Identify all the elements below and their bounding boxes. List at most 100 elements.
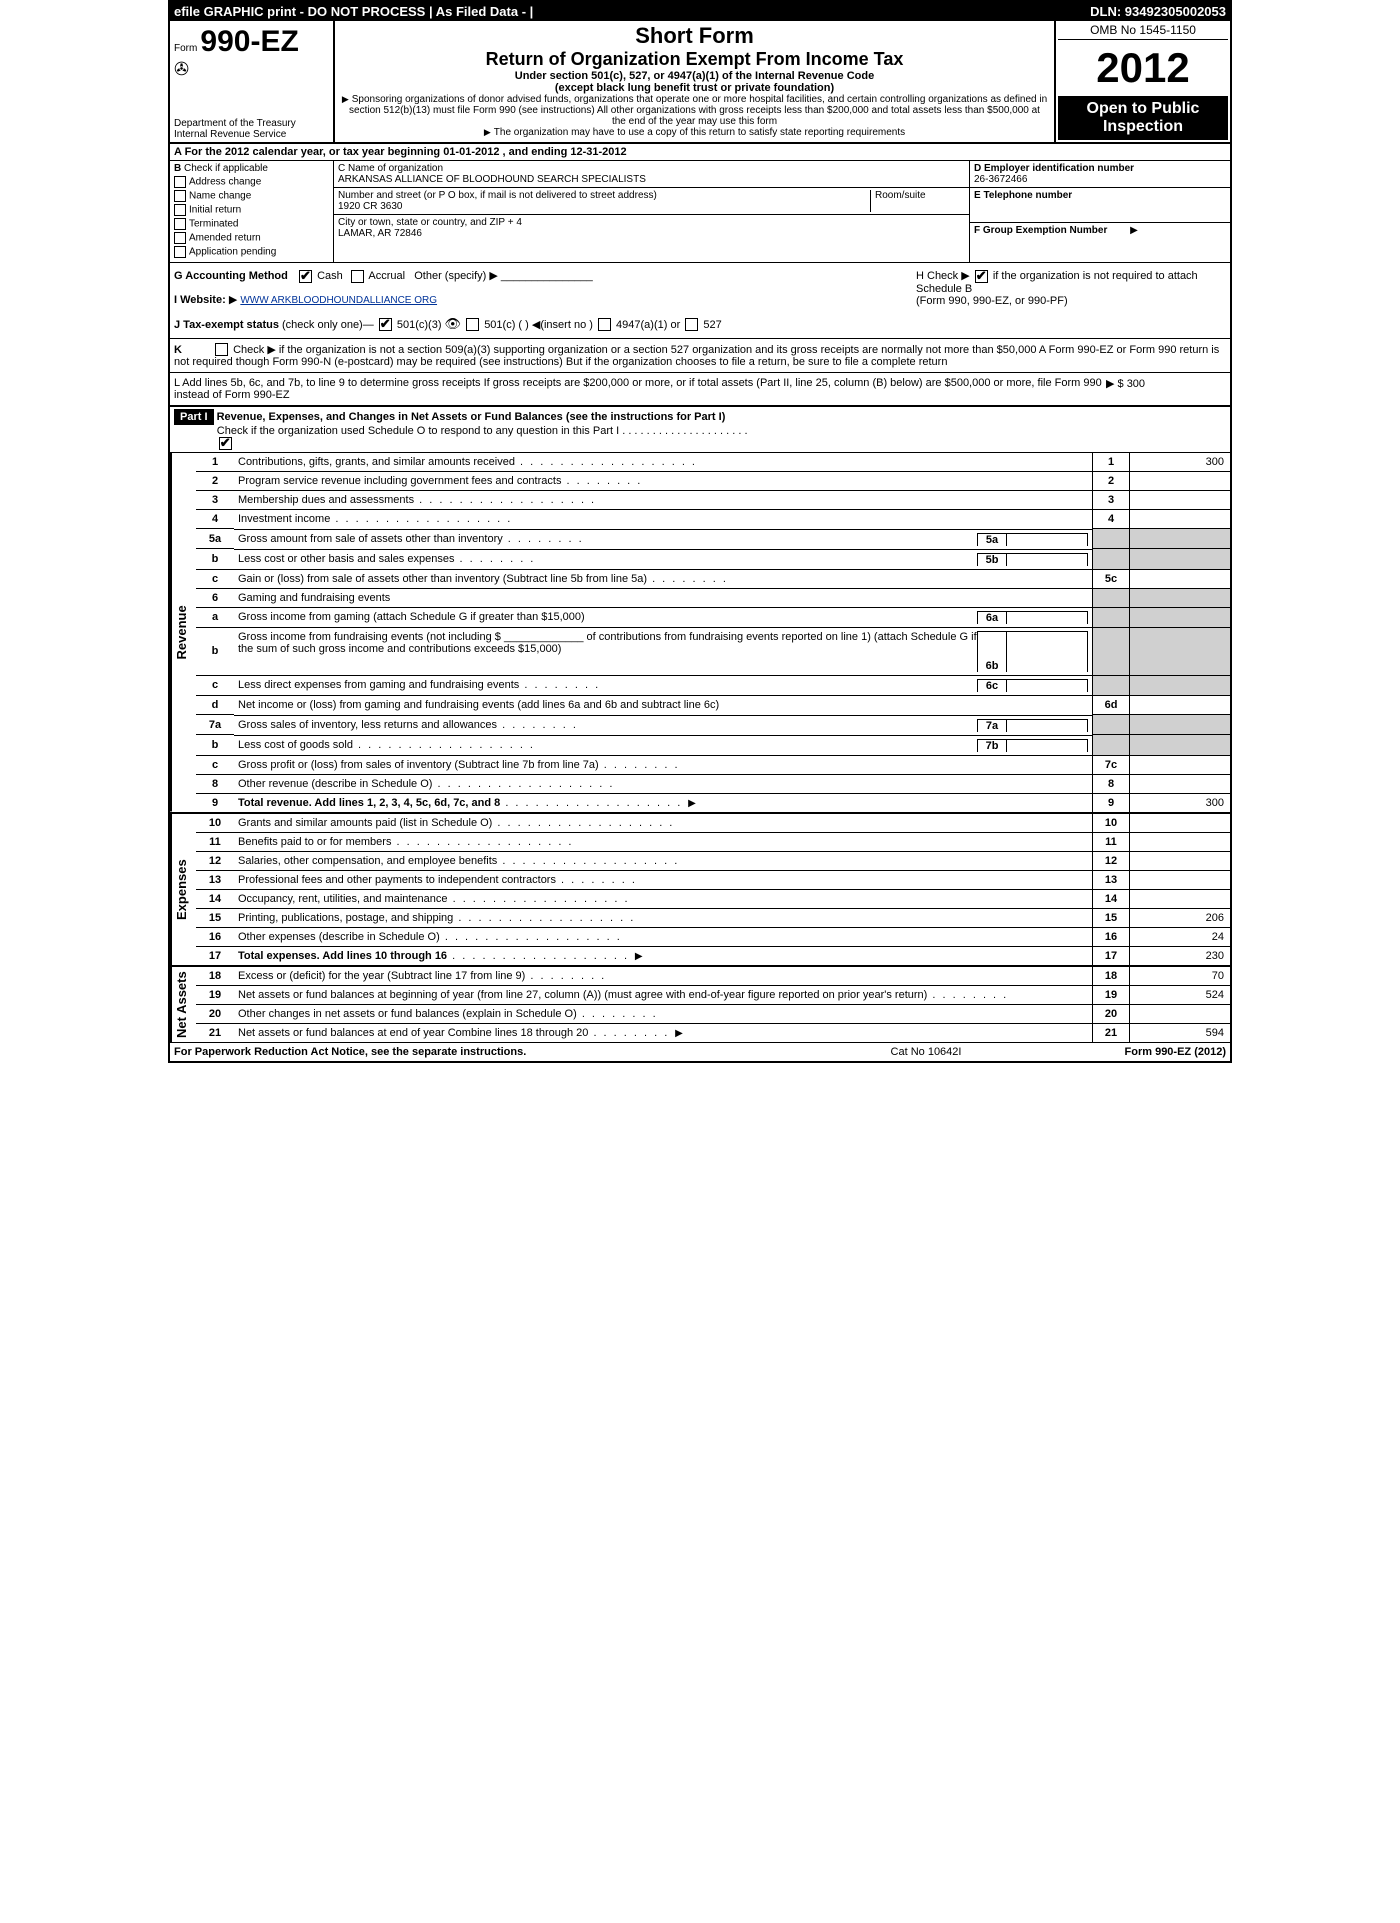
i-label: I Website: (174, 294, 226, 306)
efile-notice: efile GRAPHIC print - DO NOT PROCESS | A… (174, 4, 1090, 19)
line14-num: 14 (196, 889, 234, 908)
line15-ln: 15 (1093, 908, 1130, 927)
line6a-sn: 6a (977, 611, 1007, 624)
line5b-desc: Less cost or other basis and sales expen… (238, 553, 454, 565)
line13-num: 13 (196, 870, 234, 889)
line16-ln: 16 (1093, 927, 1130, 946)
line6-desc: Gaming and fundraising events (238, 592, 390, 604)
line10-val (1130, 814, 1231, 833)
checkbox-501c[interactable] (466, 318, 479, 331)
checkbox-amended-return[interactable] (174, 232, 186, 244)
line18-num: 18 (196, 967, 234, 986)
line17-val: 230 (1130, 946, 1231, 965)
checkbox-name-change[interactable] (174, 190, 186, 202)
tax-year: 2012 (1058, 40, 1228, 96)
line5b-sv (1007, 553, 1088, 566)
top-black-bar: efile GRAPHIC print - DO NOT PROCESS | A… (170, 2, 1230, 21)
line9-ln: 9 (1093, 793, 1130, 812)
line7a-num: 7a (196, 715, 234, 735)
dln-number: DLN: 93492305002053 (1090, 4, 1226, 19)
line21-num: 21 (196, 1023, 234, 1042)
line6a-desc: Gross income from gaming (attach Schedul… (238, 611, 585, 623)
line1-num: 1 (196, 453, 234, 472)
line13-val (1130, 870, 1231, 889)
line4-ln: 4 (1093, 510, 1130, 529)
checkbox-527[interactable] (685, 318, 698, 331)
part-i-title: Revenue, Expenses, and Changes in Net As… (217, 411, 726, 423)
short-form-title: Short Form (341, 23, 1048, 49)
website-link[interactable]: WWW ARKBLOODHOUNDALLIANCE ORG (240, 295, 437, 306)
line1-ln: 1 (1093, 453, 1130, 472)
form-number: 990-EZ (200, 25, 298, 58)
checkbox-4947[interactable] (598, 318, 611, 331)
room-suite-label: Room/suite (875, 190, 965, 201)
line6a-num: a (196, 607, 234, 627)
checkbox-address-change[interactable] (174, 176, 186, 188)
line20-ln: 20 (1093, 1004, 1130, 1023)
line15-num: 15 (196, 908, 234, 927)
line11-ln: 11 (1093, 832, 1130, 851)
line5c-desc: Gain or (loss) from sale of assets other… (238, 573, 647, 585)
line19-num: 19 (196, 985, 234, 1004)
line7c-ln: 7c (1093, 755, 1130, 774)
header-left-block: Form 990-EZ ✇ Department of the Treasury… (170, 21, 335, 142)
f-label: F Group Exemption Number (974, 225, 1107, 236)
f-arrow: ▶ (1130, 225, 1138, 236)
return-title: Return of Organization Exempt From Incom… (341, 49, 1048, 70)
checkbox-accrual[interactable] (351, 270, 364, 283)
checkbox-501c3[interactable] (379, 318, 392, 331)
line6b-sv (1007, 631, 1088, 672)
line5a-sv (1007, 533, 1088, 546)
line10-ln: 10 (1093, 814, 1130, 833)
line2-desc: Program service revenue including govern… (238, 475, 561, 487)
d-label: D Employer identification number (974, 163, 1226, 174)
g-label: G Accounting Method (174, 270, 288, 282)
checkbox-terminated[interactable] (174, 218, 186, 230)
h-text1: H Check (916, 270, 958, 282)
other-label: Other (specify) (414, 270, 486, 282)
line14-ln: 14 (1093, 889, 1130, 908)
part-i-header-row: Part I Revenue, Expenses, and Changes in… (170, 407, 1230, 453)
line17-num: 17 (196, 946, 234, 965)
line21-ln: 21 (1093, 1023, 1130, 1042)
checkbox-initial-return[interactable] (174, 204, 186, 216)
line5a-shaded-val (1130, 529, 1231, 549)
line5c-ln: 5c (1093, 569, 1130, 588)
line3-val (1130, 491, 1231, 510)
line6d-ln: 6d (1093, 696, 1130, 715)
checkbox-application-pending[interactable] (174, 246, 186, 258)
checkbox-k[interactable] (215, 343, 228, 356)
line2-val (1130, 472, 1231, 491)
line6c-num: c (196, 675, 234, 696)
form-990ez-container: efile GRAPHIC print - DO NOT PROCESS | A… (168, 0, 1232, 1063)
j-hint: (check only one)— (282, 319, 374, 331)
l-text: L Add lines 5b, 6c, and 7b, to line 9 to… (174, 377, 1106, 401)
copy-note: The organization may have to use a copy … (494, 127, 905, 138)
h-text3: (Form 990, 990-EZ, or 990-PF) (916, 295, 1068, 307)
line18-ln: 18 (1093, 967, 1130, 986)
checkbox-schedule-o[interactable] (219, 437, 232, 450)
checkbox-h[interactable] (975, 270, 988, 283)
line5a-desc: Gross amount from sale of assets other t… (238, 533, 503, 545)
line17-desc: Total expenses. Add lines 10 through 16 (238, 950, 447, 962)
line20-val (1130, 1004, 1231, 1023)
line5a-sn: 5a (977, 533, 1007, 546)
line7b-sn: 7b (977, 739, 1007, 752)
line14-desc: Occupancy, rent, utilities, and maintena… (238, 893, 448, 905)
line5a-num: 5a (196, 529, 234, 549)
chk-initial-return-label: Initial return (189, 205, 241, 216)
line5b-num: b (196, 549, 234, 570)
column-d-e-f: D Employer identification number 26-3672… (969, 161, 1230, 262)
line6a-sv (1007, 611, 1088, 624)
chk-name-change-label: Name change (189, 191, 251, 202)
line5b-sn: 5b (977, 553, 1007, 566)
line8-val (1130, 774, 1231, 793)
line12-num: 12 (196, 851, 234, 870)
line19-val: 524 (1130, 985, 1231, 1004)
line7a-sn: 7a (977, 719, 1007, 732)
line12-val (1130, 851, 1231, 870)
checkbox-cash[interactable] (299, 270, 312, 283)
line8-ln: 8 (1093, 774, 1130, 793)
line18-desc: Excess or (deficit) for the year (Subtra… (238, 970, 525, 982)
b-sublabel: Check if applicable (184, 163, 268, 174)
